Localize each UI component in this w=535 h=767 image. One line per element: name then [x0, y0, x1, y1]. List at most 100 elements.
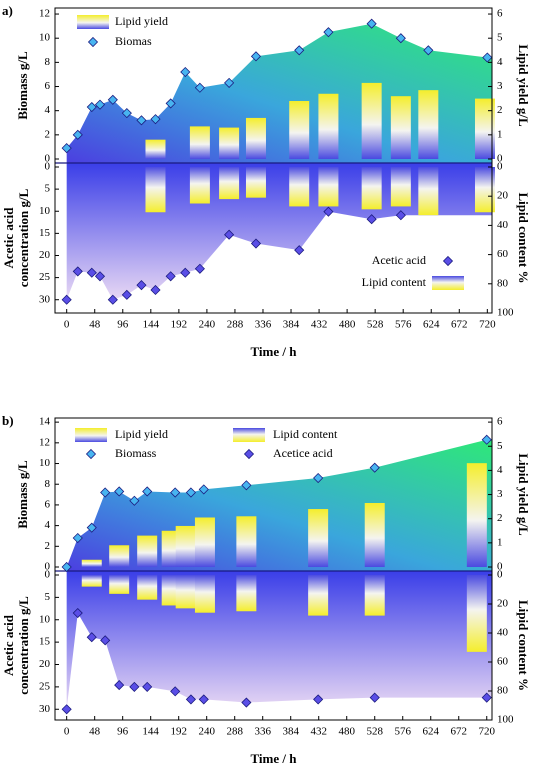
- y-tick-label: 4: [497, 464, 503, 476]
- y-tick-label: 2: [45, 540, 51, 552]
- legend-label: Lipid content: [273, 427, 338, 441]
- marker: [481, 434, 492, 445]
- x-tick-label: 624: [423, 319, 440, 331]
- y-axis-title: Acetic acid: [1, 614, 16, 676]
- y2-axis-title: Lipid yield g/L: [516, 44, 531, 127]
- bar: [175, 525, 196, 567]
- marker: [369, 462, 380, 473]
- marker: [136, 115, 147, 126]
- y-tick-label: 60: [497, 656, 509, 668]
- bar: [145, 167, 166, 213]
- y-tick-label: 14: [39, 416, 51, 428]
- y-tick-label: 80: [497, 685, 509, 697]
- y-tick-label: 8: [45, 56, 51, 68]
- y-tick-label: 100: [497, 714, 514, 726]
- marker: [224, 77, 235, 88]
- marker: [395, 33, 406, 44]
- x-tick-label: 0: [64, 726, 70, 738]
- marker: [198, 694, 209, 705]
- bar: [236, 575, 257, 612]
- marker: [185, 487, 197, 498]
- legend-swatch: [442, 255, 454, 267]
- marker: [250, 238, 262, 249]
- bar: [289, 167, 310, 207]
- x-tick-label: 192: [171, 319, 188, 331]
- y-tick-label: 12: [39, 8, 50, 20]
- bar: [81, 559, 102, 567]
- legend-label: Acetic acid: [372, 253, 426, 267]
- marker: [165, 98, 176, 109]
- y-tick-label: 6: [45, 498, 51, 510]
- marker: [61, 704, 72, 715]
- marker: [294, 245, 305, 256]
- y-tick-label: 3: [497, 80, 503, 92]
- x-tick-label: 576: [395, 319, 412, 331]
- x-tick-label: 576: [394, 726, 411, 738]
- marker: [72, 532, 83, 544]
- y-axis-title: Acetic acid: [1, 207, 16, 269]
- panel-label: a): [2, 3, 13, 18]
- y-tick-label: 15: [39, 636, 51, 648]
- bar: [318, 93, 339, 159]
- bar: [137, 535, 158, 567]
- legend-swatch: [77, 15, 109, 29]
- x-axis-title: Time / h: [251, 344, 298, 359]
- marker: [114, 486, 125, 497]
- bar: [308, 575, 329, 616]
- y-tick-label: 1: [497, 536, 503, 548]
- y-axis-title: concentration g/L: [16, 596, 31, 695]
- area: [66, 163, 492, 300]
- marker: [395, 210, 406, 221]
- bar: [245, 167, 266, 198]
- y-tick-label: 10: [39, 205, 51, 217]
- legend-label: Acetice acid: [273, 446, 333, 460]
- x-tick-label: 192: [170, 726, 187, 738]
- bar: [390, 96, 411, 159]
- marker: [72, 266, 83, 277]
- panel-label: b): [2, 413, 14, 428]
- marker: [100, 487, 111, 498]
- bar: [145, 139, 166, 159]
- marker: [61, 143, 72, 154]
- y-tick-label: 0: [497, 153, 503, 165]
- x-tick-label: 480: [338, 726, 355, 738]
- x-tick-label: 384: [282, 726, 299, 738]
- marker: [142, 681, 153, 692]
- y-tick-label: 0: [497, 161, 503, 173]
- bar: [236, 516, 257, 567]
- bar: [194, 575, 215, 613]
- y-tick-label: 20: [497, 190, 509, 202]
- x-tick-label: 240: [198, 726, 215, 738]
- x-tick-label: 624: [422, 726, 439, 738]
- y-tick-label: 30: [39, 293, 51, 305]
- y-tick-label: 6: [497, 8, 503, 20]
- x-tick-label: 288: [227, 319, 244, 331]
- plot-frame: [54, 7, 493, 314]
- marker: [170, 487, 181, 498]
- y-tick-label: 4: [45, 519, 51, 531]
- marker: [136, 280, 147, 291]
- marker: [323, 206, 334, 217]
- y-tick-label: 30: [39, 703, 51, 715]
- y-axis-title: Biomass g/L: [15, 51, 30, 120]
- x-tick-label: 240: [199, 319, 216, 331]
- y-tick-label: 1: [497, 128, 503, 140]
- marker: [142, 486, 153, 497]
- bar: [245, 117, 266, 159]
- x-tick-label: 528: [366, 726, 383, 738]
- marker: [313, 694, 324, 705]
- marker: [313, 472, 324, 484]
- y-tick-label: 5: [497, 440, 503, 452]
- bar: [361, 82, 382, 159]
- marker: [241, 697, 252, 708]
- y-tick-label: 20: [39, 249, 51, 261]
- bar: [194, 517, 215, 567]
- marker: [323, 27, 334, 38]
- marker: [366, 214, 377, 225]
- x-tick-label: 720: [479, 319, 496, 331]
- bar: [109, 545, 130, 567]
- bar: [474, 167, 495, 213]
- marker: [150, 284, 161, 296]
- x-tick-label: 48: [89, 726, 101, 738]
- y-tick-label: 20: [497, 598, 509, 610]
